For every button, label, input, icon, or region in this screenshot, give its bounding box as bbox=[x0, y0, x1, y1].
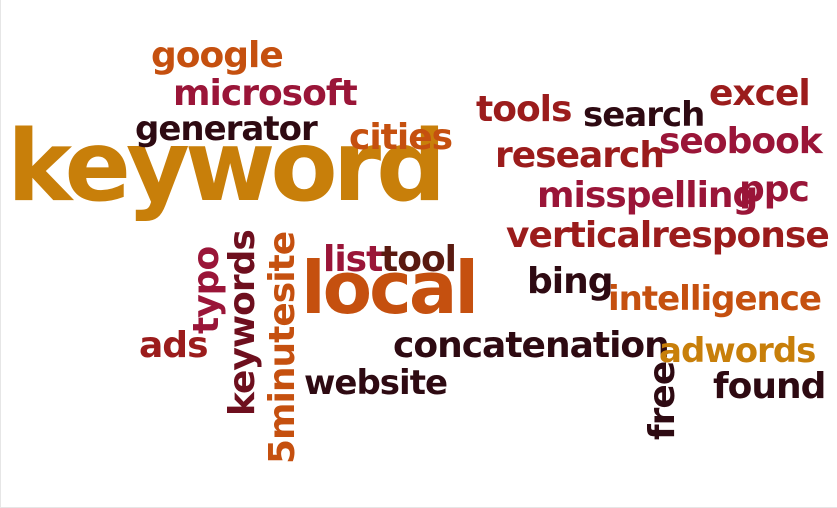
word-typo: typo bbox=[186, 246, 227, 334]
word-bing: bing bbox=[527, 261, 614, 302]
word-search: search bbox=[583, 95, 705, 135]
word-intelligence: intelligence bbox=[608, 279, 822, 319]
word-generator: generator bbox=[135, 109, 318, 149]
word-free: free bbox=[642, 361, 683, 440]
word-ppc: ppc bbox=[739, 169, 810, 210]
word-microsoft: microsoft bbox=[173, 73, 358, 114]
word-google: google bbox=[151, 35, 284, 76]
word-local: local bbox=[301, 246, 479, 330]
word-misspelling: misspelling bbox=[537, 175, 758, 216]
word-found: found bbox=[713, 366, 826, 407]
word-verticalresponse: verticalresponse bbox=[506, 215, 830, 256]
word-5minutesite: 5minutesite bbox=[262, 231, 303, 464]
word-ads: ads bbox=[139, 325, 208, 366]
word-concatenation: concatenation bbox=[393, 325, 670, 366]
word-seobook: seobook bbox=[659, 121, 823, 162]
word-website: website bbox=[304, 363, 448, 403]
word-cities: cities bbox=[349, 117, 453, 158]
word-tools: tools bbox=[476, 89, 572, 130]
word-keyword: keyword bbox=[7, 110, 446, 224]
word-keywords: keywords bbox=[222, 230, 263, 416]
word-adwords: adwords bbox=[659, 331, 816, 371]
word-excel: excel bbox=[709, 73, 811, 114]
word-tool: tool bbox=[381, 239, 457, 280]
word-research: research bbox=[495, 135, 665, 176]
word-list: list bbox=[323, 239, 383, 280]
